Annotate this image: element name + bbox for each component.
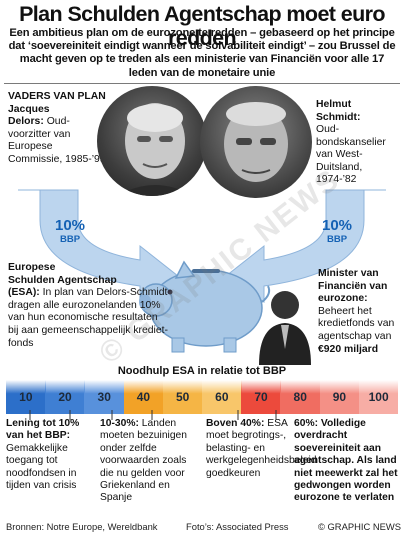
right-pct-label: BBP bbox=[326, 234, 348, 245]
scale-cell: 60 bbox=[202, 380, 242, 414]
divider bbox=[4, 83, 400, 84]
right-person-desc: Oud-bondskanselier van West-Duitsland, 1… bbox=[316, 124, 386, 185]
footer-sources: Bronnen: Notre Europe, Wereldbank bbox=[6, 521, 158, 532]
box-10-30: 10-30%: Landen moeten bezuinigen onder z… bbox=[100, 418, 194, 505]
scale-cell-label: 70 bbox=[254, 390, 268, 404]
scale-cell: 80 bbox=[280, 380, 321, 414]
left-pct-label: BBP bbox=[59, 234, 81, 245]
scale-cell-label: 30 bbox=[97, 390, 111, 404]
box-up-to-10-text: Gemakkelijke toegang tot noodfondsen in … bbox=[6, 442, 77, 492]
scale-cell-label: 90 bbox=[332, 390, 347, 404]
box-above-40-head: Boven 40%: bbox=[206, 418, 265, 429]
scale-cell-label: 60 bbox=[215, 390, 229, 404]
scale-cell-label: 50 bbox=[175, 390, 190, 404]
schmidt-photo bbox=[200, 86, 312, 198]
esa-text: In plan van Delors-Schmidt dragen alle e… bbox=[8, 287, 168, 349]
box-above-40: Boven 40%: ESA moet begrotings-, belasti… bbox=[206, 418, 317, 480]
footer-credit: © GRAPHIC NEWS bbox=[318, 521, 401, 532]
scale-connectors bbox=[29, 410, 277, 420]
schmidt-portrait-icon bbox=[224, 102, 288, 182]
scale-cell: 40 bbox=[123, 380, 164, 414]
box-up-to-10-head: Lening tot 10% van het BBP: bbox=[6, 418, 80, 442]
scale-cell-label: 40 bbox=[136, 390, 151, 404]
minister-description: Minister van Financiën van eurozone: Beh… bbox=[318, 268, 402, 356]
box-10-30-text: Landen moeten bezuinigen onder zelfde vo… bbox=[100, 418, 188, 504]
left-person-caption: VADERS VAN PLAN Jacques Delors: Oud-voor… bbox=[8, 91, 108, 166]
left-pct-badge: 10% BBP bbox=[45, 217, 95, 246]
scale-cell: 30 bbox=[84, 380, 125, 414]
page-title: Plan Schulden Agentschap moet euro redde… bbox=[19, 2, 385, 50]
minister-title: Minister van Financiën van eurozone: bbox=[318, 268, 388, 305]
piggy-bank-icon bbox=[139, 260, 271, 353]
scale-cell-label: 20 bbox=[58, 390, 72, 404]
box-60: 60%: Volledige overdracht soevereiniteit… bbox=[294, 418, 400, 505]
esa-description: Europese Schulden Agentschap (ESA): In p… bbox=[8, 262, 170, 350]
flow-graphic bbox=[18, 189, 386, 353]
esa-title-3: (ESA): bbox=[8, 287, 40, 299]
right-pct-badge: 10% BBP bbox=[312, 217, 362, 246]
scale-cell-label: 100 bbox=[368, 390, 389, 404]
fathers-heading: VADERS VAN PLAN bbox=[8, 91, 106, 102]
left-pct-value: 10% bbox=[54, 217, 86, 234]
right-person-caption: Helmut Schmidt: Oud-bondskanselier van W… bbox=[316, 99, 402, 187]
footer-photos: Foto’s: Associated Press bbox=[186, 521, 289, 532]
box-10-30-head: 10-30%: bbox=[100, 418, 139, 429]
left-person-first-name: Jacques bbox=[8, 103, 50, 115]
box-up-to-10: Lening tot 10% van het BBP: Gemakkelijke… bbox=[6, 418, 98, 492]
esa-title-1: Europese bbox=[8, 262, 56, 273]
right-person-last-name: Schmidt: bbox=[316, 111, 361, 123]
right-pct-value: 10% bbox=[321, 217, 353, 234]
box-above-40-text: ESA moet begrotings-, belasting- en werk… bbox=[206, 418, 317, 479]
right-person-first-name: Helmut bbox=[316, 99, 352, 110]
box-60-head: 60%: Volledige overdracht soevereiniteit… bbox=[294, 418, 398, 504]
scale-cell: 20 bbox=[45, 380, 85, 414]
delors-portrait-icon bbox=[117, 103, 193, 196]
right-arrow-icon bbox=[225, 189, 386, 303]
scale-cell: 90 bbox=[319, 380, 360, 414]
minister-amount: €920 miljard bbox=[318, 343, 379, 355]
minister-icon bbox=[259, 291, 311, 365]
subtitle: Een ambitieus plan om de eurozone te red… bbox=[8, 27, 396, 79]
minister-silhouette bbox=[255, 285, 315, 365]
delors-photo bbox=[97, 86, 207, 196]
scale-cell: 100 bbox=[358, 380, 399, 414]
minister-text: Beheert het kredietfonds van agentschap … bbox=[318, 305, 395, 342]
scale-title: Noodhulp ESA in relatie tot BBP bbox=[117, 365, 287, 377]
scale-cell-label: 80 bbox=[293, 390, 307, 404]
esa-title-2: Schulden Agentschap bbox=[8, 274, 117, 286]
scale-cell-label: 10 bbox=[19, 390, 33, 404]
scale-cell: 70 bbox=[241, 380, 281, 414]
scale-cell: 50 bbox=[162, 380, 203, 414]
left-person-desc: Oud-voorzitter van Europese Commissie, 1… bbox=[8, 116, 106, 165]
left-person-last-name: Delors: bbox=[8, 116, 44, 127]
scale-cell: 10 bbox=[6, 380, 46, 414]
